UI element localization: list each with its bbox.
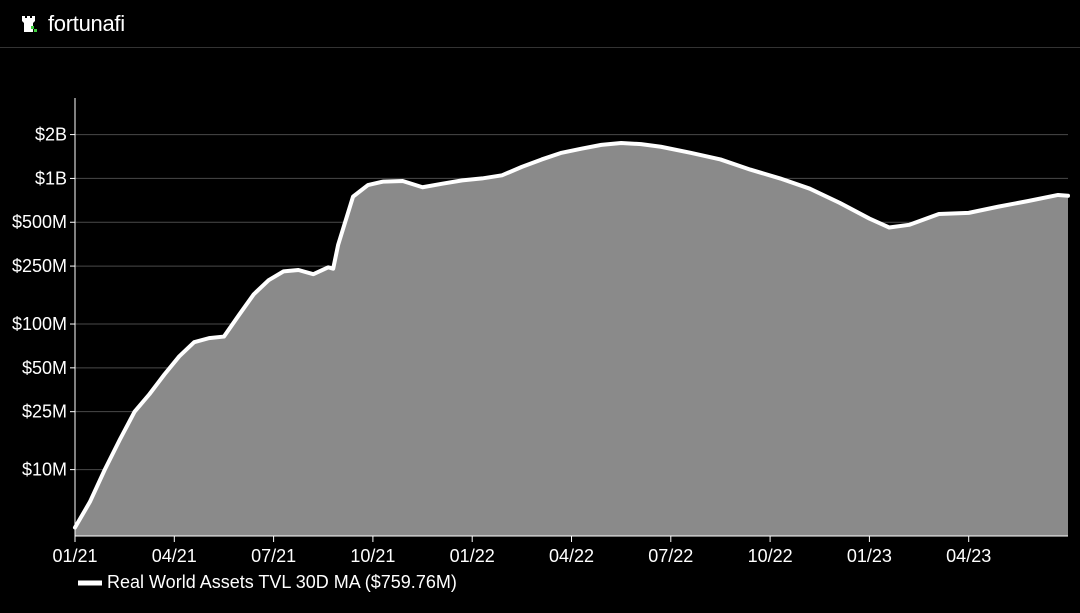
brand-logo: fortunafi	[20, 11, 125, 37]
x-tick-label: 01/23	[847, 546, 892, 566]
y-tick-label: $50M	[22, 358, 67, 378]
x-tick-label: 10/21	[350, 546, 395, 566]
legend-label: Real World Assets TVL 30D MA ($759.76M)	[107, 572, 457, 592]
brand-icon	[20, 14, 40, 34]
x-tick-label: 04/22	[549, 546, 594, 566]
y-tick-label: $500M	[12, 212, 67, 232]
header: fortunafi	[0, 0, 1080, 48]
y-tick-label: $10M	[22, 460, 67, 480]
x-tick-label: 07/21	[251, 546, 296, 566]
y-tick-label: $100M	[12, 314, 67, 334]
app-root: fortunafi $10M $25M $50M $100M $250M $500M $1B…	[0, 0, 1080, 613]
x-tick-label: 01/22	[450, 546, 495, 566]
y-tick-label: $2B	[35, 125, 67, 145]
chart-area: $10M $25M $50M $100M $250M $500M $1B $2B 01/21 04…	[0, 48, 1080, 613]
y-tick-label: $250M	[12, 256, 67, 276]
x-tick-label: 04/23	[946, 546, 991, 566]
x-tick-label: 04/21	[152, 546, 197, 566]
chart-svg: $10M $25M $50M $100M $250M $500M $1B $2B 01/21 04…	[0, 48, 1080, 613]
x-tick-label: 07/22	[648, 546, 693, 566]
y-tick-label: $25M	[22, 402, 67, 422]
series-area	[75, 143, 1068, 536]
x-tick-label: 01/21	[52, 546, 97, 566]
brand-name: fortunafi	[48, 11, 125, 37]
y-tick-label: $1B	[35, 168, 67, 188]
x-tick-label: 10/22	[748, 546, 793, 566]
